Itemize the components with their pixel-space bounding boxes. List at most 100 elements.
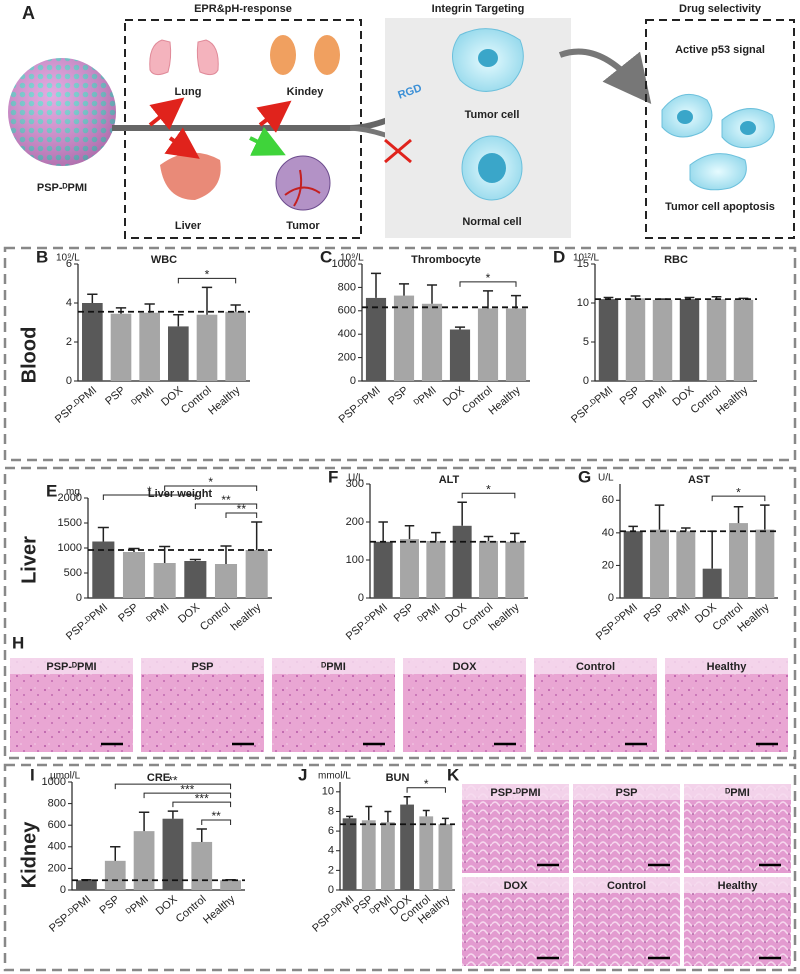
y-tick-label: 0: [350, 375, 356, 387]
x-tick-label: PSP-ᴰPMI: [344, 601, 390, 642]
red-arrow: [164, 127, 200, 159]
chart-title: WBC: [151, 254, 177, 266]
bar: [162, 818, 184, 890]
tumor-icon: [275, 155, 331, 211]
section-label: Blood: [18, 327, 40, 384]
bar: [245, 550, 268, 598]
significance-label: **: [168, 773, 178, 787]
label-band: [573, 877, 680, 893]
error-bar: [510, 294, 522, 309]
chart-title: AST: [688, 474, 710, 486]
error-bar: [110, 846, 121, 861]
error-bar: [454, 326, 466, 330]
label-band: [684, 784, 791, 800]
histology-label: DOX: [504, 880, 529, 892]
y-tick-label: 20: [602, 559, 614, 571]
bar: [623, 531, 643, 598]
error-bar: [167, 810, 179, 819]
significance-label: ***: [180, 782, 194, 796]
label-band: [272, 658, 395, 674]
x-tick-label: PSP: [618, 384, 643, 407]
y-tick-label: 200: [338, 352, 356, 364]
panel-letter: H: [12, 633, 24, 652]
label-band: [141, 658, 264, 674]
error-bar: [365, 805, 373, 821]
histology-label: DOX: [453, 661, 478, 673]
panel-letter: E: [46, 481, 57, 500]
bar: [452, 525, 472, 598]
significance-bracket: [461, 492, 516, 499]
x-tick-label: PSP-ᴰPMI: [569, 384, 615, 425]
unit-label: U/L: [598, 473, 614, 484]
significance-bracket: [459, 281, 517, 287]
x-tick-label: DPMI: [641, 384, 670, 411]
panel-letter: C: [320, 247, 332, 266]
panel-letter: F: [328, 467, 338, 486]
bar: [82, 303, 103, 381]
block-mark: [384, 138, 412, 164]
bar: [220, 880, 241, 890]
bar: [153, 563, 176, 598]
liver-frame: [3, 466, 797, 760]
x-tick-label: PSP-ᴰPMI: [47, 893, 93, 934]
y-tick-label: 0: [328, 884, 334, 896]
x-tick-label: healthy: [229, 601, 264, 633]
error-bar: [483, 535, 494, 541]
bar: [449, 329, 471, 381]
error-bar: [404, 525, 415, 540]
significance-bracket: [143, 792, 232, 799]
y-tick-label: 500: [64, 567, 82, 579]
section-label: Kidney: [18, 821, 40, 889]
x-tick-label: Healthy: [206, 384, 243, 417]
unit-label: mmol/L: [318, 771, 351, 782]
unit-label: 10⁹/L: [340, 253, 364, 264]
label-band: [665, 658, 788, 674]
bar: [214, 564, 238, 598]
panel-letter: G: [578, 467, 591, 486]
y-tick-label: 600: [338, 305, 356, 317]
bar: [729, 523, 748, 598]
bar: [505, 308, 527, 381]
bar: [196, 314, 218, 381]
significance-bracket: [194, 503, 258, 509]
axis: [339, 782, 455, 891]
bar: [76, 880, 97, 890]
y-tick-label: 1500: [58, 517, 82, 529]
chart-title: Liver weight: [148, 488, 213, 500]
x-tick-label: PSP: [97, 893, 122, 916]
green-arrow: [249, 126, 286, 156]
unit-label: 10¹²/L: [573, 253, 600, 264]
label-band: [684, 877, 791, 893]
bar: [361, 820, 376, 890]
bar: [733, 299, 754, 381]
x-tick-label: PSP: [103, 384, 128, 407]
unit-label: U/L: [348, 473, 364, 484]
y-tick-label: 4: [328, 845, 334, 857]
axis: [619, 484, 778, 599]
error-bar: [431, 531, 441, 541]
error-bar: [201, 286, 213, 315]
y-tick-label: 800: [338, 281, 356, 293]
bar: [92, 541, 115, 598]
significance-label: **: [221, 493, 231, 507]
x-tick-label: PSP-ᴰPMI: [53, 384, 99, 425]
y-tick-label: 0: [66, 375, 72, 387]
organ-label: Liver: [175, 220, 202, 232]
histology-label: Healthy: [707, 661, 748, 673]
unit-label: 10⁹/L: [56, 253, 80, 264]
error-bar: [422, 809, 430, 817]
bar: [438, 824, 453, 890]
x-tick-label: ᴰPMI: [145, 601, 171, 626]
organ-label: Lung: [175, 86, 202, 98]
nanoparticle-shade: [8, 58, 116, 166]
error-bar: [196, 828, 207, 842]
error-bar: [346, 815, 354, 819]
bar: [381, 822, 395, 890]
y-tick-label: 0: [608, 592, 614, 604]
y-tick-label: 300: [346, 478, 364, 490]
error-bar: [384, 810, 392, 823]
significance-label: *: [486, 271, 491, 285]
error-bar: [760, 504, 770, 530]
error-bar: [707, 530, 717, 569]
